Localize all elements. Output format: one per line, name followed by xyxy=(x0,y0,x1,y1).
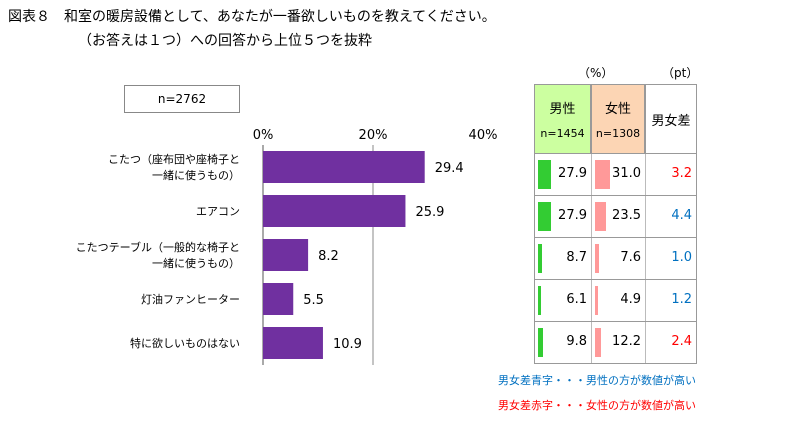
legend-blue-text: 男女差青字・・・男性の方が数値が高い xyxy=(498,374,696,387)
female-cell: 4.9 xyxy=(592,280,646,321)
table-row: 27.9 31.0 3.2 xyxy=(534,154,697,196)
female-value: 4.9 xyxy=(620,292,641,307)
male-value: 9.8 xyxy=(566,334,587,349)
header-diff: 男女差 xyxy=(645,84,697,154)
table-row: 8.7 7.6 1.0 xyxy=(534,238,697,280)
unit-pt-label: （pt） xyxy=(662,66,699,80)
x-tick-label: 40% xyxy=(469,128,498,143)
male-cell: 6.1 xyxy=(535,280,592,321)
legend-blue: 男女差青字・・・男性の方が数値が高い xyxy=(498,372,696,388)
data-label: 25.9 xyxy=(415,205,444,220)
category-label: エアコン xyxy=(196,205,240,218)
header-female: 女性 n=1308 xyxy=(591,84,645,154)
diff-cell: 1.2 xyxy=(646,280,698,321)
diff-value: 2.4 xyxy=(671,334,692,349)
data-label: 29.4 xyxy=(435,161,464,176)
header-male: 男性 n=1454 xyxy=(534,84,591,154)
diff-cell: 1.0 xyxy=(646,238,698,279)
male-cell: 27.9 xyxy=(535,196,592,237)
data-label: 8.2 xyxy=(318,249,339,264)
unit-pct-label: （%） xyxy=(578,66,614,80)
male-cell: 8.7 xyxy=(535,238,592,279)
header-female-n: n=1308 xyxy=(595,127,641,140)
category-label: 灯油ファンヒーター xyxy=(141,292,240,306)
table-row: 27.9 23.5 4.4 xyxy=(534,196,697,238)
sample-size-label: n=2762 xyxy=(157,92,207,106)
male-value: 6.1 xyxy=(566,292,587,307)
female-mini-bar xyxy=(595,328,601,357)
female-cell: 31.0 xyxy=(592,154,646,195)
category-label: こたつ（座布団や座椅子と xyxy=(108,152,240,166)
table-row: 9.8 12.2 2.4 xyxy=(534,322,697,364)
male-mini-bar xyxy=(538,160,552,189)
bar xyxy=(263,283,294,315)
bar xyxy=(263,195,406,227)
diff-cell: 2.4 xyxy=(646,322,698,363)
female-mini-bar xyxy=(595,286,598,315)
female-mini-bar xyxy=(595,160,610,189)
female-value: 31.0 xyxy=(612,166,641,181)
female-mini-bar xyxy=(595,202,607,231)
female-value: 12.2 xyxy=(612,334,641,349)
diff-value: 1.2 xyxy=(671,292,692,307)
category-label: 一緒に使うもの） xyxy=(152,168,240,182)
chart-title-line1: 図表８ 和室の暖房設備として、あなたが一番欲しいものを教えてください。 xyxy=(8,9,496,25)
x-tick-label: 0% xyxy=(253,128,274,143)
male-mini-bar xyxy=(538,244,543,273)
bar xyxy=(263,239,309,271)
female-cell: 23.5 xyxy=(592,196,646,237)
diff-value: 3.2 xyxy=(671,166,692,181)
male-value: 27.9 xyxy=(558,208,587,223)
bar xyxy=(263,151,425,183)
header-male-n: n=1454 xyxy=(540,127,585,140)
female-mini-bar xyxy=(595,244,599,273)
male-value: 8.7 xyxy=(566,250,587,265)
header-diff-label: 男女差 xyxy=(651,113,691,129)
chart-title-line2: （お答えは１つ）への回答から上位５つを抜粋 xyxy=(78,33,372,49)
male-mini-bar xyxy=(538,328,543,357)
female-cell: 12.2 xyxy=(592,322,646,363)
gender-table: （%） （pt） 男性 n=1454 女性 n=1308 男女差 27.9 31.… xyxy=(534,66,698,364)
sample-size-box: n=2762 xyxy=(124,85,240,113)
diff-cell: 4.4 xyxy=(646,196,698,237)
diff-value: 1.0 xyxy=(671,250,692,265)
diff-cell: 3.2 xyxy=(646,154,698,195)
male-mini-bar xyxy=(538,286,541,315)
male-cell: 27.9 xyxy=(535,154,592,195)
bar xyxy=(263,327,323,359)
legend-red-text: 男女差赤字・・・女性の方が数値が高い xyxy=(498,399,696,412)
male-mini-bar xyxy=(538,202,552,231)
legend-red: 男女差赤字・・・女性の方が数値が高い xyxy=(498,397,696,413)
female-value: 7.6 xyxy=(620,250,641,265)
table-row: 6.1 4.9 1.2 xyxy=(534,280,697,322)
data-label: 5.5 xyxy=(303,293,324,308)
x-tick-label: 20% xyxy=(359,128,388,143)
female-value: 23.5 xyxy=(612,208,641,223)
category-label: こたつテーブル（一般的な椅子と xyxy=(76,240,240,254)
header-male-label: 男性 xyxy=(549,102,576,117)
male-cell: 9.8 xyxy=(535,322,592,363)
data-label: 10.9 xyxy=(333,337,362,352)
category-label: 一緒に使うもの） xyxy=(152,256,240,270)
header-female-label: 女性 xyxy=(604,102,631,117)
category-label: 特に欲しいものはない xyxy=(130,336,240,350)
female-cell: 7.6 xyxy=(592,238,646,279)
male-value: 27.9 xyxy=(558,166,587,181)
diff-value: 4.4 xyxy=(671,208,692,223)
